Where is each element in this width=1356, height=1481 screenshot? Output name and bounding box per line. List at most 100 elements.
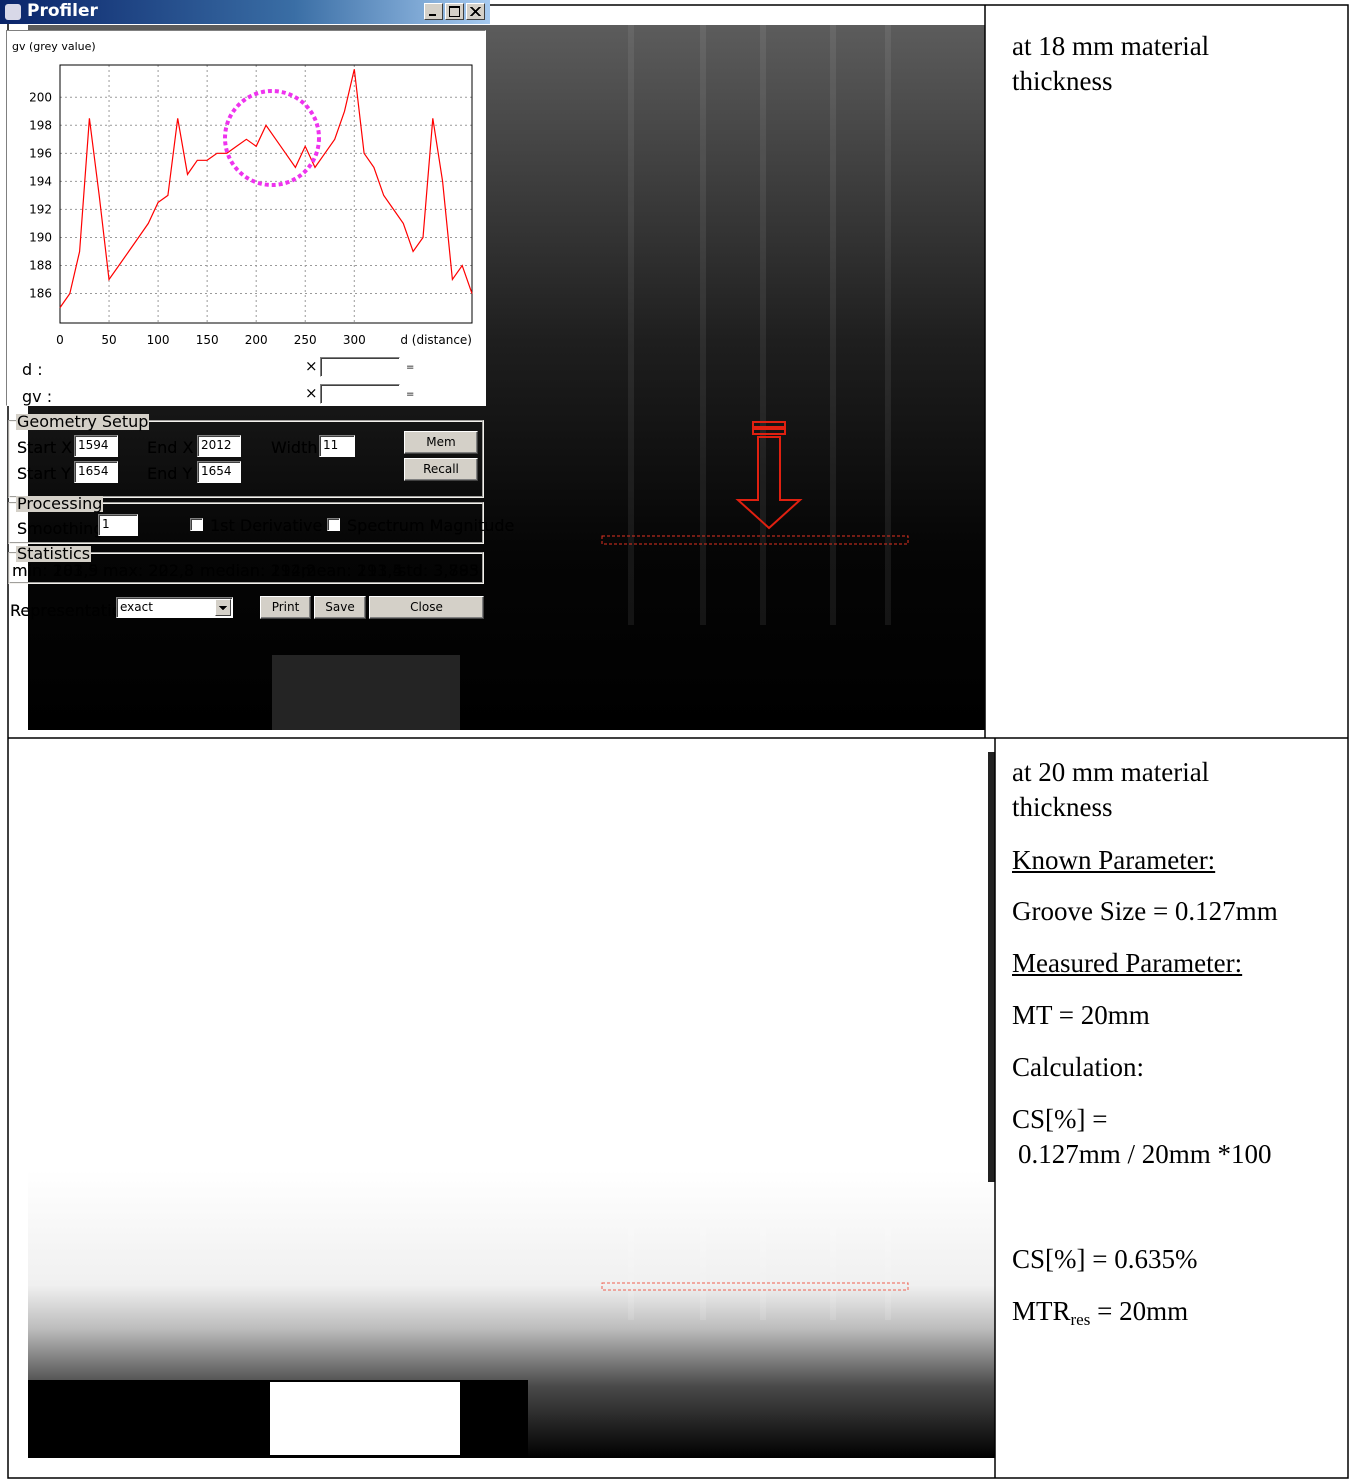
stat-median: median: 212,2	[200, 561, 317, 580]
checkbox	[190, 518, 203, 531]
times-sign: ×	[305, 384, 318, 402]
note-text: thickness	[1012, 66, 1113, 96]
readout-input	[320, 384, 400, 404]
width: 11	[319, 435, 355, 457]
y-tick-label: 194	[29, 174, 52, 188]
note-text: MTRres = 20mm	[1012, 1296, 1189, 1329]
y-axis-label: gv (grey value)	[12, 40, 96, 53]
icon	[470, 7, 481, 16]
note-text: Calculation:	[1012, 1052, 1144, 1082]
note-text: CS[%] = 0.635%	[1012, 1244, 1198, 1274]
note-text: Known Parameter:	[1012, 845, 1216, 875]
x-tick-label: 0	[56, 333, 64, 347]
start-x: 1594	[74, 435, 118, 457]
x-tick-label: 150	[196, 333, 219, 347]
end-y-label: End Y :	[147, 464, 203, 483]
profile-line	[601, 535, 909, 545]
end-x-label: End X :	[147, 438, 204, 457]
image-band	[272, 655, 460, 730]
group-title: Geometry Setup	[16, 412, 150, 431]
smoothing-label: Smoothing :	[17, 519, 114, 538]
note-text: CS[%] =	[1012, 1104, 1108, 1134]
profile-line	[601, 1282, 909, 1291]
y-tick-label: 190	[29, 230, 52, 244]
group-title: Processing	[16, 494, 104, 513]
icon	[449, 6, 460, 17]
table-borders	[7, 4, 1349, 1479]
x-tick-label: 300	[343, 333, 366, 347]
x-tick-label: 200	[245, 333, 268, 347]
end-y: 1654	[197, 461, 241, 483]
y-tick-label: 188	[29, 259, 52, 273]
start-y-label: Start Y :	[17, 464, 82, 483]
width-label: Width :	[271, 438, 328, 457]
note-text: at 20 mm material	[1012, 757, 1210, 787]
y-tick-label: 198	[29, 118, 52, 132]
end-x: 2012	[197, 435, 241, 457]
stat-min: min: 183,9	[12, 561, 99, 580]
recall-button[interactable]: Recall	[404, 458, 478, 481]
stat-median: median: 194,2	[200, 561, 317, 580]
readout-input	[320, 357, 400, 377]
note-text: at 18 mm material	[1012, 31, 1210, 61]
times-sign: ×	[305, 357, 318, 375]
gv-label: gv :	[22, 387, 53, 406]
y-tick-label: 196	[29, 146, 52, 160]
note-text: thickness	[1012, 792, 1113, 822]
y-tick-label: 200	[29, 90, 52, 104]
derivative-label: 1st Derivative	[210, 516, 323, 535]
close-window	[466, 3, 485, 20]
maximize	[445, 3, 464, 20]
equals-sign: =	[406, 362, 415, 373]
groove-bands	[628, 25, 891, 625]
close-button[interactable]: Close	[369, 596, 484, 619]
representation-label: Representation :	[10, 601, 142, 620]
stat-std: std: 3,793	[398, 561, 480, 580]
combo-arrow	[215, 599, 231, 616]
representation-combo[interactable]: exact	[116, 597, 233, 618]
chart-panel	[6, 30, 486, 406]
spectrum-label: Spectrum Magnitude	[347, 516, 515, 535]
note-text: Groove Size = 0.127mm	[1012, 896, 1278, 926]
start-x-label: Start X :	[17, 438, 83, 457]
mem-button[interactable]: Mem	[404, 431, 478, 454]
x-axis-label: d (distance)	[400, 333, 472, 347]
checkbox	[327, 518, 340, 531]
save-button[interactable]: Save	[314, 596, 366, 619]
smoothing: 1	[98, 514, 138, 536]
start-x-label: Start X :	[17, 438, 83, 457]
spectrum-label: Spectrum Magnitude	[347, 516, 515, 535]
stat-max: max: 222,8	[103, 561, 195, 580]
print-button[interactable]: Print	[260, 596, 311, 619]
stat-min: min: 201,5	[12, 561, 99, 580]
stat-mean: mean: 211,5	[301, 561, 403, 580]
plot-frame	[59, 64, 473, 324]
stat-mean: mean: 193,4	[301, 561, 403, 580]
width-label: Width :	[271, 438, 328, 457]
smoothing-label: Smoothing :	[17, 519, 114, 538]
minimize	[424, 3, 443, 20]
x-tick-label: 250	[294, 333, 317, 347]
app-icon	[5, 4, 21, 20]
start-y-label: Start Y :	[17, 464, 82, 483]
stat-max: max: 202,3	[103, 561, 195, 580]
groove-bands	[628, 1180, 891, 1320]
mtr-subscript: res	[1070, 1310, 1091, 1329]
image-band	[270, 1382, 460, 1455]
equals-sign: =	[406, 389, 415, 400]
mtr-value: = 20mm	[1090, 1296, 1189, 1326]
end-x-label: End X :	[147, 438, 204, 457]
note-text: MT = 20mm	[1012, 1000, 1150, 1030]
mtr-base: MTR	[1012, 1296, 1071, 1326]
note-text: Measured Parameter:	[1012, 948, 1243, 978]
x-tick-label: 50	[101, 333, 116, 347]
y-tick-label: 186	[29, 287, 52, 301]
chart: gv (grey value) 186 188 190 192 194 196 198 200 0…	[12, 40, 473, 347]
image-edge	[988, 752, 995, 1182]
representation-label: Representation :	[10, 601, 142, 620]
icon	[429, 14, 436, 16]
profile-curve	[59, 69, 473, 308]
group-title: Statistics	[16, 544, 92, 563]
